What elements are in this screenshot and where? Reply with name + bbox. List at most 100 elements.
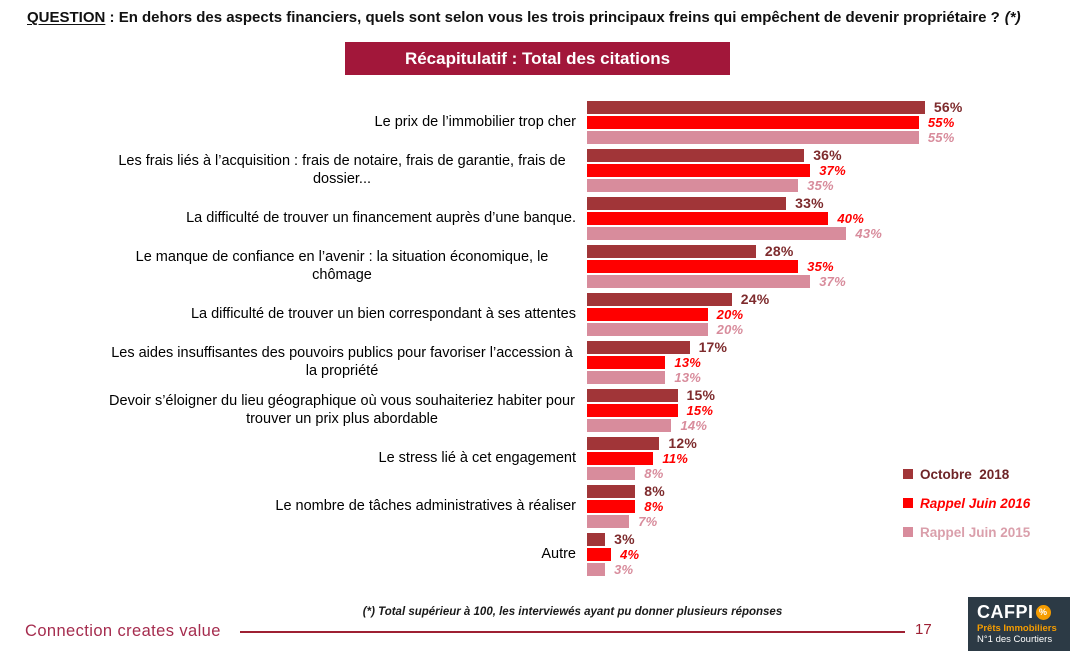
bar-octobre-2018 xyxy=(587,148,805,162)
bar-value-label: 55% xyxy=(927,114,955,130)
bar-octobre-2018 xyxy=(587,436,660,450)
category-label: Le stress lié à cet engagement xyxy=(378,449,576,466)
percent-badge-icon: % xyxy=(1035,604,1051,620)
bar-value-label: 13% xyxy=(674,369,702,385)
legend-item-rappel-juin-2016: Rappel Juin 2016 xyxy=(903,494,1030,512)
category-label-cell: La difficulté de trouver un bien corresp… xyxy=(108,305,576,323)
category-label-cell: Les frais liés à l’acquisition : frais d… xyxy=(108,152,576,188)
legend-swatch-icon xyxy=(903,469,913,479)
bar-rappel-juin-2015 xyxy=(587,322,708,336)
bar-value-label: 35% xyxy=(807,258,834,274)
chart-category-row: Devoir s’éloigner du lieu géographique o… xyxy=(108,386,962,434)
bar-line-rappel-juin-2016: 8% xyxy=(587,498,665,514)
category-label-cell: La difficulté de trouver un financement … xyxy=(108,209,576,227)
chart-category-row: Les frais liés à l’acquisition : frais d… xyxy=(108,146,962,194)
bar-octobre-2018 xyxy=(587,388,678,402)
category-label-cell: Les aides insuffisantes des pouvoirs pub… xyxy=(108,344,576,380)
bar-line-rappel-juin-2016: 11% xyxy=(587,450,697,466)
bar-octobre-2018 xyxy=(587,244,756,258)
bar-group: 12% 11% 8% xyxy=(587,435,697,481)
company-tagline: Connection creates value xyxy=(25,622,221,640)
chart-category-row: Le prix de l’immobilier trop cher 56% 55% 5… xyxy=(108,98,963,146)
category-label: Devoir s’éloigner du lieu géographique o… xyxy=(109,392,575,427)
chart-category-row: Le nombre de tâches administratives à ré… xyxy=(108,482,962,530)
bar-value-label: 15% xyxy=(686,387,716,403)
category-label-cell: Devoir s’éloigner du lieu géographique o… xyxy=(108,392,576,428)
chart-category-row: Autre 3% 4% 3% xyxy=(108,530,962,578)
bar-line-octobre-2018: 17% xyxy=(587,339,728,355)
bar-rappel-juin-2015 xyxy=(587,178,799,192)
bar-group: 8% 8% 7% xyxy=(587,483,665,529)
percent-badge-glyph: % xyxy=(1038,607,1047,617)
bar-line-octobre-2018: 8% xyxy=(587,483,665,499)
question-separator: : xyxy=(105,9,119,26)
bar-rappel-juin-2016 xyxy=(587,307,708,321)
category-label: Les aides insuffisantes des pouvoirs pub… xyxy=(111,344,573,379)
bar-value-label: 33% xyxy=(795,195,824,211)
bar-value-label: 15% xyxy=(686,402,714,418)
bar-line-octobre-2018: 28% xyxy=(587,243,846,259)
bar-line-octobre-2018: 3% xyxy=(587,531,639,547)
chart-footnote: (*) Total supérieur à 100, les interview… xyxy=(362,606,783,618)
category-label-cell: Le nombre de tâches administratives à ré… xyxy=(108,497,576,515)
bar-line-rappel-juin-2016: 35% xyxy=(587,258,846,274)
bar-line-rappel-juin-2016: 55% xyxy=(587,114,962,130)
bar-value-label: 28% xyxy=(764,243,794,259)
bar-value-label: 4% xyxy=(620,546,640,562)
bar-value-label: 3% xyxy=(614,561,634,577)
bar-rappel-juin-2016 xyxy=(587,163,811,177)
question-footnote-marker: (*) xyxy=(1004,9,1021,26)
chart-category-row: Le manque de confiance en l’avenir : la … xyxy=(108,242,962,290)
bar-value-label: 35% xyxy=(807,177,834,193)
bar-rappel-juin-2015 xyxy=(587,130,919,144)
bar-line-rappel-juin-2016: 4% xyxy=(587,546,640,562)
category-label: Autre xyxy=(541,545,576,562)
bar-rappel-juin-2015 xyxy=(587,418,672,432)
bar-rappel-juin-2015 xyxy=(587,562,606,576)
page-number: 17 xyxy=(915,621,932,638)
bar-rappel-juin-2015 xyxy=(587,514,630,528)
chart-title: Récapitulatif : Total des citations xyxy=(404,48,671,68)
bar-value-label: 8% xyxy=(644,498,664,514)
bar-value-label: 8% xyxy=(644,465,664,481)
chart-category-row: La difficulté de trouver un financement … xyxy=(108,194,962,242)
bar-octobre-2018 xyxy=(587,340,690,354)
bar-value-label: 17% xyxy=(698,339,728,355)
legend-item-octobre-2018: Octobre 2018 xyxy=(903,465,1030,483)
bar-line-rappel-juin-2015: 3% xyxy=(587,561,639,577)
bar-group: 17% 13% 13% xyxy=(587,339,728,385)
bar-octobre-2018 xyxy=(587,292,732,306)
chart-category-row: La difficulté de trouver un bien corresp… xyxy=(108,290,962,338)
bar-rappel-juin-2016 xyxy=(587,211,829,225)
bar-octobre-2018 xyxy=(587,532,606,546)
bar-line-rappel-juin-2015: 8% xyxy=(587,465,697,481)
legend-swatch-icon xyxy=(903,527,913,537)
chart-legend: Octobre 2018 Rappel Juin 2016 Rappel Juin … xyxy=(903,465,1030,552)
cafpi-brand-text: CAFPI xyxy=(977,602,1034,622)
bar-octobre-2018 xyxy=(587,100,925,114)
question-label: QUESTION xyxy=(27,9,106,26)
bar-line-octobre-2018: 15% xyxy=(587,387,716,403)
category-label: Le manque de confiance en l’avenir : la … xyxy=(135,248,549,283)
bar-value-label: 13% xyxy=(674,354,702,370)
bar-value-label: 36% xyxy=(813,147,842,163)
cafpi-logo-line2: N°1 des Courtiers xyxy=(977,634,1053,646)
cafpi-logo-line1: Prêts Immobiliers xyxy=(977,623,1057,634)
bar-line-rappel-juin-2016: 37% xyxy=(587,163,846,178)
bar-line-rappel-juin-2015: 55% xyxy=(587,130,962,145)
bar-line-rappel-juin-2015: 7% xyxy=(587,514,665,529)
category-label: La difficulté de trouver un bien corresp… xyxy=(190,305,576,322)
bar-group: 33% 40% 43% xyxy=(587,195,882,241)
bar-line-octobre-2018: 36% xyxy=(587,147,846,163)
legend-label: Octobre 2018 xyxy=(920,466,1010,482)
bar-value-label: 56% xyxy=(933,99,963,115)
bar-rappel-juin-2015 xyxy=(587,370,666,384)
chart-category-row: Le stress lié à cet engagement 12% 11% 8% xyxy=(108,434,962,482)
question-header: QUESTION : En dehors des aspects financi… xyxy=(27,9,1021,26)
bar-value-label: 11% xyxy=(662,450,689,466)
bar-rappel-juin-2015 xyxy=(587,226,847,240)
bar-line-rappel-juin-2016: 40% xyxy=(587,211,882,226)
bar-line-octobre-2018: 24% xyxy=(587,291,769,307)
bar-rappel-juin-2016 xyxy=(587,547,612,561)
